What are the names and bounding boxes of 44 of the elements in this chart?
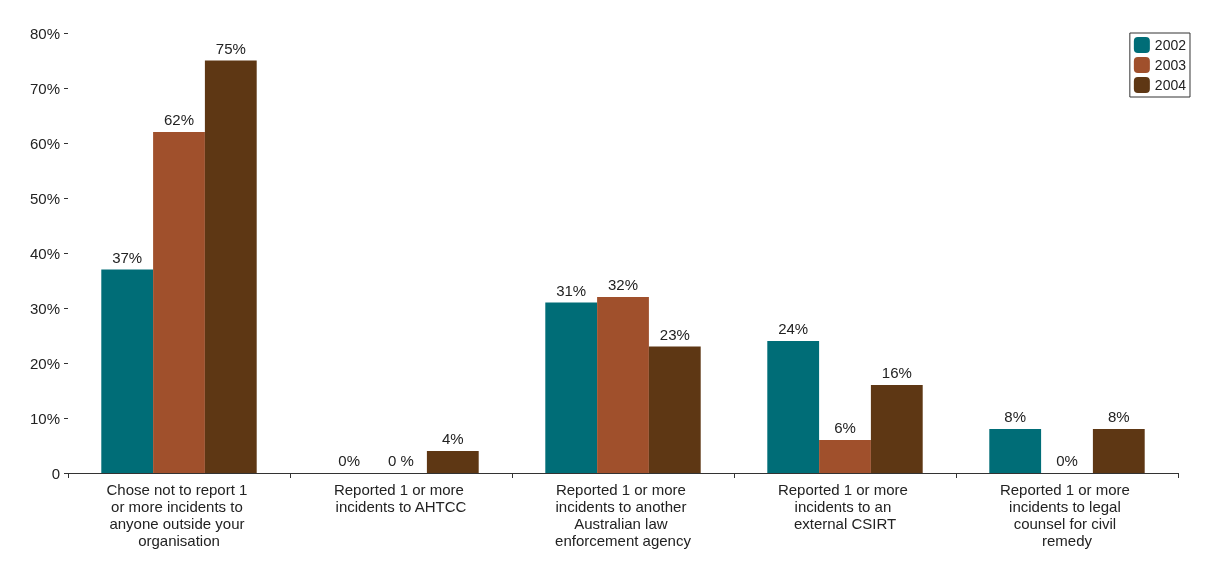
bar [767, 341, 820, 473]
legend-label: 2004 [1154, 77, 1187, 93]
y-tick-label: 40% [29, 244, 60, 262]
bar [101, 269, 154, 473]
x-tick-label: Chose not to report 1 or more incidents to anyone outside your organisation [106, 481, 252, 549]
y-tick-label: 80% [29, 24, 60, 42]
data-label: 8% [1004, 408, 1027, 425]
data-label: 23% [659, 325, 690, 343]
y-tick-label: 50% [29, 189, 60, 207]
x-tick-label: Reported 1 or more incidents to AHTCC [333, 481, 469, 515]
y-tick-label: 10% [29, 409, 60, 427]
data-label: 0 % [388, 452, 414, 469]
bar [1092, 429, 1145, 473]
bar [648, 346, 701, 473]
data-label: 6% [834, 419, 856, 436]
bar [870, 385, 923, 473]
data-label: 75% [215, 39, 246, 57]
data-label: 16% [881, 364, 912, 381]
legend-label: 2003 [1154, 57, 1187, 73]
data-label: 37% [112, 248, 143, 266]
data-label: 24% [778, 320, 809, 337]
bar [819, 440, 871, 473]
x-tick-label: Reported 1 or more incidents to legal counsel for civil remedy [999, 481, 1135, 549]
bar [989, 429, 1042, 473]
bar [204, 60, 257, 473]
data-label: 62% [163, 111, 195, 128]
y-tick-label: 20% [29, 354, 60, 372]
y-tick-label: 0 [51, 464, 60, 482]
bar [153, 132, 205, 473]
data-label: 4% [441, 430, 464, 447]
x-tick-label: Reported 1 or more incidents to another Australian law enforcement agency [555, 481, 692, 549]
data-label: 0% [1056, 452, 1078, 469]
bar [597, 297, 649, 473]
data-label: 32% [607, 276, 639, 293]
text: 0% [338, 452, 361, 469]
x-tick-label: Reported 1 or more incidents to an external CSIRT [777, 481, 913, 532]
y-tick-label: 30% [29, 299, 60, 317]
legend-label: 2002 [1154, 37, 1187, 53]
bar [545, 302, 598, 473]
data-label: 8% [1107, 408, 1130, 425]
data-label: 31% [556, 281, 587, 299]
bar [426, 451, 479, 473]
y-tick-label: 70% [29, 79, 60, 97]
y-tick-label: 60% [29, 134, 60, 152]
